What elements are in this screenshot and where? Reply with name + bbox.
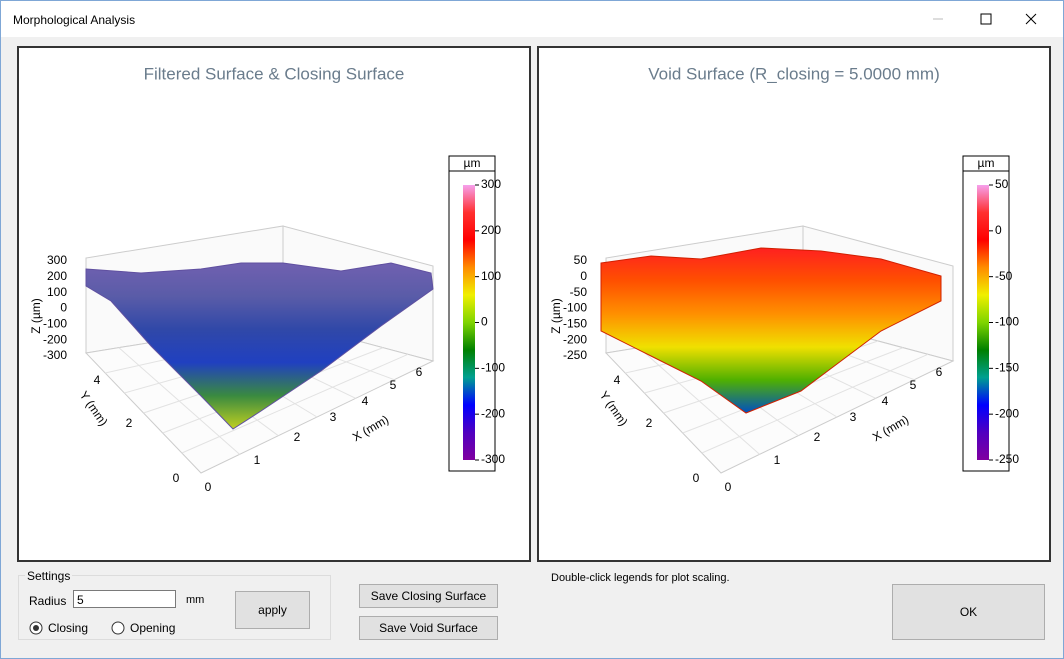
window-title: Morphological Analysis [13, 13, 136, 27]
color-bar [977, 185, 989, 460]
y-tick-label: 2 [646, 416, 653, 430]
legend-tick-label: -100 [995, 315, 1019, 329]
settings-group [18, 575, 331, 640]
z-tick-label: -250 [563, 348, 587, 362]
y-tick-label: 2 [126, 416, 133, 430]
legend-tick-label: -150 [995, 361, 1019, 375]
z-axis-label: Z (µm) [29, 298, 43, 334]
radius-unit: mm [186, 594, 205, 606]
color-bar [463, 185, 475, 460]
closing-label[interactable]: Closing [48, 621, 89, 635]
legend-tick-label: -200 [481, 406, 505, 420]
legend-tick-label: 50 [995, 177, 1009, 191]
apply-button[interactable]: apply [235, 591, 310, 629]
x-tick-label: 6 [936, 365, 943, 379]
surface [600, 247, 942, 414]
legend-tick-label: -50 [995, 269, 1013, 283]
z-tick-label: 200 [47, 269, 67, 283]
legend-tick-label: -200 [995, 406, 1019, 420]
save-closing-button[interactable]: Save Closing Surface [359, 584, 498, 608]
legend-tick-label: 200 [481, 223, 501, 237]
x-tick-label: 0 [205, 480, 212, 494]
close[interactable] [1025, 13, 1037, 25]
legend-tick-label: 0 [995, 223, 1002, 237]
z-tick-label: 0 [580, 269, 587, 283]
radio-group [29, 621, 125, 635]
opening-label[interactable]: Opening [130, 621, 176, 635]
x-tick-label: 1 [254, 453, 261, 467]
z-tick-label: 0 [60, 301, 67, 315]
x-tick-label: 3 [850, 410, 857, 424]
z-tick-label: -100 [43, 317, 67, 331]
plot-title: Filtered Surface & Closing Surface [144, 64, 405, 83]
x-tick-label: 4 [362, 394, 369, 408]
y-tick-label: 0 [693, 471, 700, 485]
z-axis-label: Z (µm) [549, 298, 563, 334]
save-void-button[interactable]: Save Void Surface [359, 616, 498, 640]
title-bar: Morphological Analysis [1, 1, 1063, 37]
ok-button[interactable]: OK [892, 584, 1045, 640]
z-tick-label: -100 [563, 301, 587, 315]
legend-tick-label: 100 [481, 269, 501, 283]
x-tick-label: 5 [910, 378, 917, 392]
z-tick-label: -150 [563, 317, 587, 331]
z-tick-label: -200 [43, 332, 67, 346]
plots: Filtered Surface & Closing Surface300200… [17, 46, 1051, 562]
x-tick-label: 2 [294, 430, 301, 444]
z-tick-label: -50 [570, 285, 588, 299]
settings-label: Settings [25, 569, 73, 583]
z-tick-label: 100 [47, 285, 67, 299]
legend-unit: µm [978, 156, 995, 170]
legend-tick-label: -250 [995, 452, 1019, 466]
x-tick-label: 6 [416, 365, 423, 379]
legend-tick-label: -100 [481, 361, 505, 375]
legend-tick-label: 300 [481, 177, 501, 191]
radius-input[interactable]: 5 [73, 590, 176, 608]
y-tick-label: 4 [614, 373, 621, 387]
legend-tick-label: -300 [481, 452, 505, 466]
surface [85, 262, 434, 430]
x-tick-label: 2 [814, 430, 821, 444]
z-tick-label: 300 [47, 253, 67, 267]
opening-radio[interactable] [111, 621, 125, 635]
radius-label: Radius [29, 594, 67, 608]
legend-tick-label: 0 [481, 315, 488, 329]
x-tick-label: 4 [882, 394, 889, 408]
maximize[interactable] [980, 13, 992, 25]
plot-title: Void Surface (R_closing = 5.0000 mm) [648, 64, 940, 83]
x-tick-label: 3 [330, 410, 337, 424]
x-tick-label: 1 [774, 453, 781, 467]
z-tick-label: -200 [563, 332, 587, 346]
y-tick-label: 4 [94, 373, 101, 387]
hint: Double-click legends for plot scaling. [551, 572, 730, 584]
x-tick-label: 0 [725, 480, 732, 494]
y-tick-label: 0 [173, 471, 180, 485]
window-controls [933, 13, 1037, 25]
legend-unit: µm [464, 156, 481, 170]
z-tick-label: 50 [574, 253, 588, 267]
z-tick-label: -300 [43, 348, 67, 362]
radio-dot [33, 625, 39, 631]
x-tick-label: 5 [390, 378, 397, 392]
